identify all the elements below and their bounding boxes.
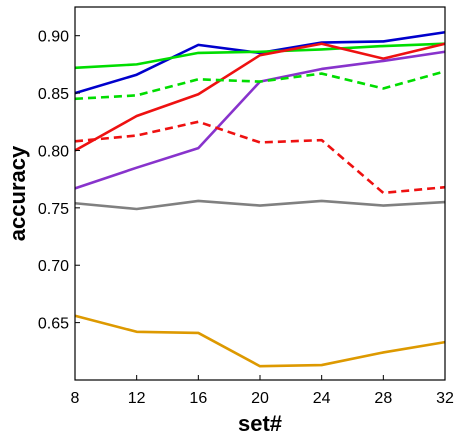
y-tick-label: 0.90	[38, 29, 69, 46]
ticks-layer: 8 12 16 20 24 28 32 0.65 0.70 0.75 0.80 0.85 0.90	[38, 29, 454, 407]
series-layer	[74, 30, 446, 368]
series-line-2	[74, 42, 446, 70]
series-line-5	[74, 70, 446, 101]
x-tick-label: 12	[128, 390, 146, 407]
y-tick-label: 0.80	[38, 143, 69, 160]
series-line-3	[74, 42, 446, 152]
y-tick-label: 0.70	[38, 258, 69, 275]
series-line-7	[74, 199, 446, 211]
series-line-8	[74, 314, 446, 368]
x-tick-label: 20	[251, 390, 269, 407]
x-tick-label: 8	[71, 390, 80, 407]
y-axis-title: accuracy	[5, 145, 30, 241]
x-axis-title: set#	[238, 411, 282, 436]
series-line-6	[74, 120, 446, 195]
y-tick-label: 0.65	[38, 316, 69, 333]
series-line-1	[74, 30, 446, 95]
x-tick-label: 16	[189, 390, 207, 407]
y-tick-label: 0.75	[38, 201, 69, 218]
x-tick-label: 24	[313, 390, 331, 407]
y-tick-label: 0.85	[38, 86, 69, 103]
x-tick-label: 28	[374, 390, 392, 407]
x-tick-label: 32	[436, 390, 454, 407]
